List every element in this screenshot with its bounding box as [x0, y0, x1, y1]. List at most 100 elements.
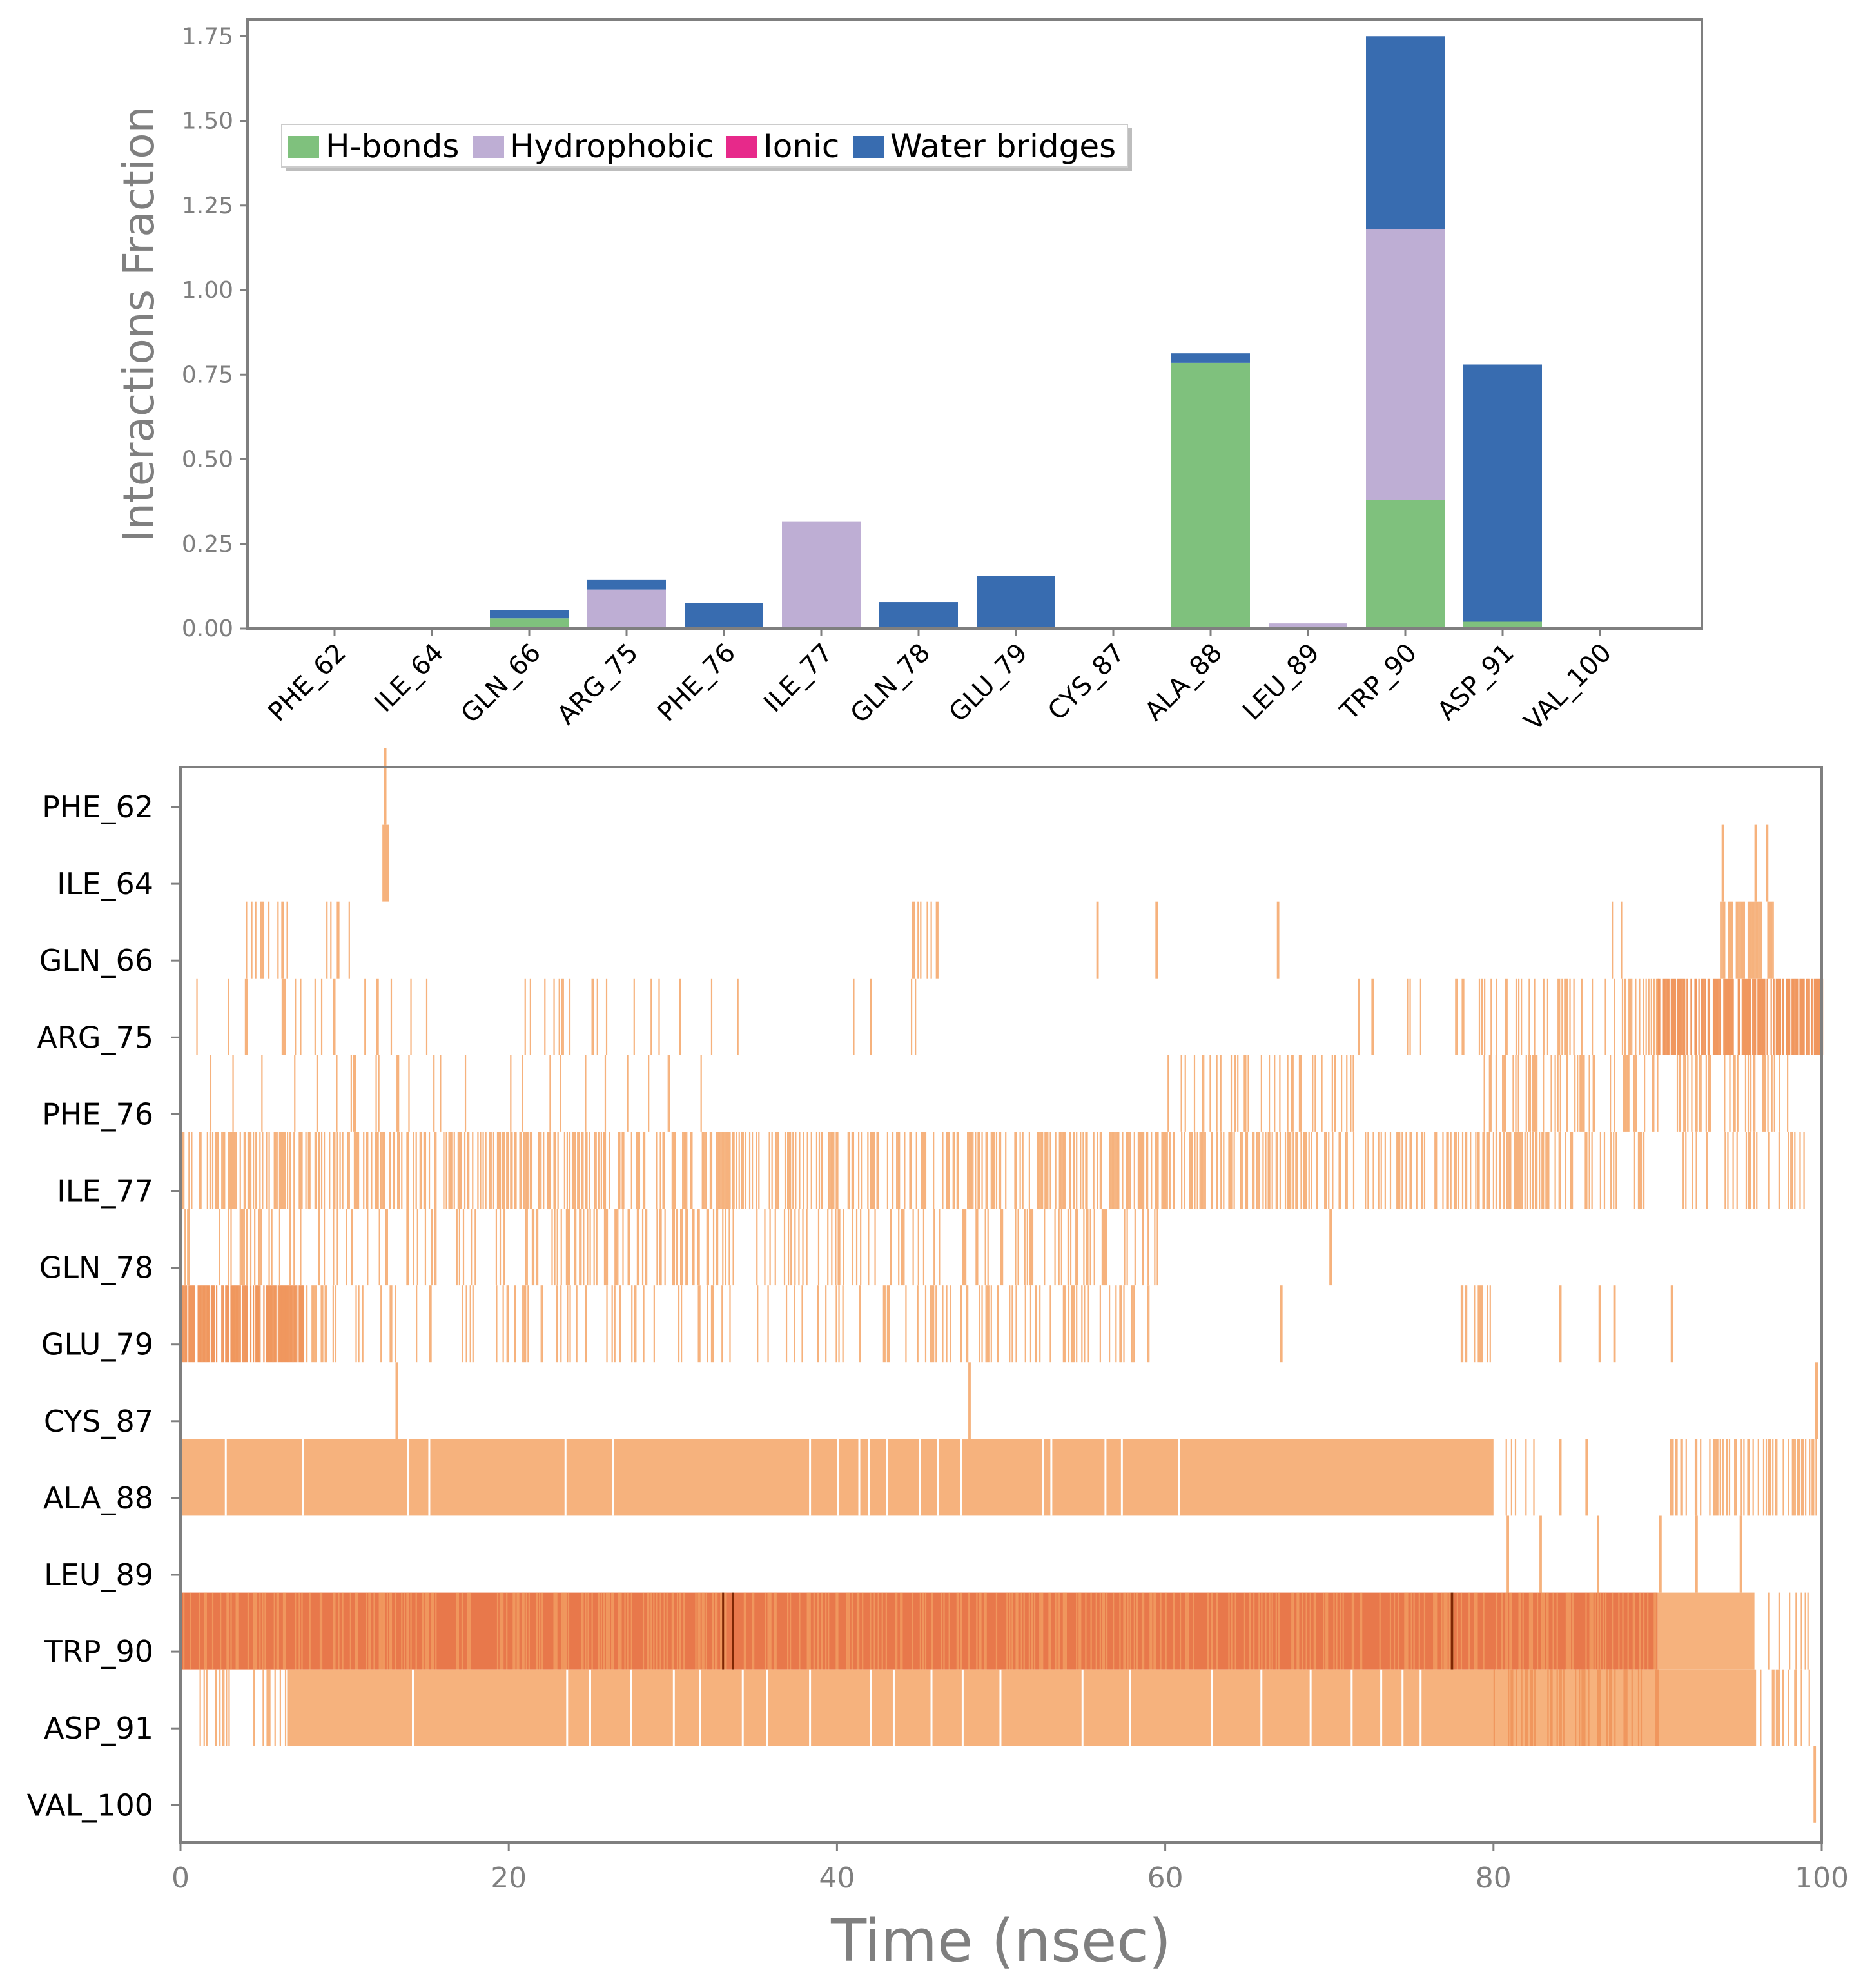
contact-frame-ile-77 — [1536, 1132, 1538, 1209]
contact-frame-arg-75 — [1665, 978, 1667, 1055]
contact-frame-trp-90 — [277, 1592, 279, 1670]
x-tick-label-ile-64: ILE_64 — [369, 638, 449, 719]
contact-gap-ala-88 — [564, 1439, 567, 1516]
contact-frame-ile-77 — [1162, 1132, 1164, 1209]
contact-frame-arg-75 — [1778, 978, 1780, 1055]
contact-frame-ile-77 — [947, 1132, 949, 1209]
contact-frame-ile-77 — [909, 1132, 911, 1209]
contact-frame-glu-79 — [1133, 1285, 1135, 1363]
contact-frame-ile-77 — [428, 1132, 431, 1209]
contact-frame-gln-78 — [769, 1209, 771, 1286]
contact-frame-gln-66 — [255, 901, 257, 979]
contact-frame-trp-90 — [1323, 1592, 1325, 1670]
contact-frame-trp-90 — [1468, 1592, 1470, 1670]
contact-frame-gln-78 — [685, 1209, 687, 1286]
contact-block-trp-90 — [1657, 1592, 1755, 1670]
contact-frame-trp-90 — [679, 1592, 681, 1670]
contact-frame-arg-75 — [561, 978, 563, 1055]
contact-frame-glu-79 — [1015, 1285, 1017, 1363]
contact-frame-phe-76 — [1747, 1055, 1750, 1132]
contact-frame-asp-91 — [203, 1669, 205, 1746]
contact-frame-arg-75 — [1789, 978, 1791, 1055]
contact-event-ala-88 — [1559, 1439, 1562, 1516]
contact-frame-ile-77 — [1046, 1132, 1048, 1209]
contact-frame-ile-77 — [1389, 1132, 1392, 1209]
contact-frame-phe-76 — [1753, 1055, 1755, 1132]
contact-frame-asp-91 — [226, 1669, 228, 1746]
contact-frame-trp-90 — [433, 1592, 434, 1670]
contact-frame-glu-79 — [1123, 1285, 1125, 1363]
contact-frame-arg-75 — [1645, 978, 1647, 1055]
contact-frame-trp-90 — [1522, 1592, 1524, 1670]
contact-frame-gln-78 — [977, 1209, 979, 1286]
contact-frame-ile-77 — [1526, 1132, 1528, 1209]
contact-frame-gln-78 — [902, 1209, 904, 1286]
contact-frame-arg-75 — [1803, 978, 1805, 1055]
contact-frame-glu-79 — [231, 1285, 233, 1363]
contact-frame-glu-79 — [1076, 1285, 1078, 1363]
contact-frame-ile-77 — [578, 1132, 580, 1209]
contact-frame-ile-77 — [1039, 1132, 1041, 1209]
contact-frame-ile-77 — [507, 1132, 509, 1209]
contact-frame-phe-76 — [1350, 1055, 1352, 1132]
contact-frame-trp-90 — [1647, 1592, 1649, 1670]
contact-frame-ile-77 — [347, 1132, 349, 1209]
contact-frame-trp-90 — [1011, 1592, 1013, 1670]
track-val-100 — [1813, 1746, 1817, 1823]
contact-frame-ile-77 — [1401, 1132, 1403, 1209]
contact-frame-asp-91 — [1551, 1669, 1553, 1746]
contact-frame-glu-79 — [192, 1285, 194, 1363]
contact-frame-gln-78 — [901, 1209, 902, 1286]
contact-frame-phe-76 — [1533, 1055, 1536, 1132]
contact-frame-glu-79 — [1147, 1285, 1149, 1363]
legend-label-water-bridges: Water bridges — [890, 128, 1116, 165]
contact-frame-gln-78 — [831, 1209, 833, 1286]
contact-frame-phe-76 — [1657, 1055, 1659, 1132]
contact-frame-trp-90 — [1456, 1592, 1458, 1670]
contact-frame-phe-76 — [1763, 1055, 1765, 1132]
contact-frame-arg-75 — [1666, 978, 1668, 1055]
contact-frame-arg-75 — [679, 978, 681, 1055]
contact-frame-ile-77 — [234, 1132, 236, 1209]
contact-frame-trp-90 — [255, 1592, 257, 1670]
contact-frame-ile-77 — [729, 1132, 731, 1209]
contact-frame-gln-78 — [1030, 1209, 1033, 1286]
contact-frame-glu-79 — [289, 1285, 291, 1363]
contact-frame-trp-90 — [979, 1592, 980, 1670]
contact-frame-ile-77 — [255, 1132, 257, 1209]
contact-frame-gln-78 — [617, 1209, 619, 1286]
contact-frame-phe-76 — [1512, 1055, 1514, 1132]
contact-frame-glu-79 — [322, 1285, 324, 1363]
contact-frame-ile-77 — [1305, 1132, 1307, 1209]
contact-frame-gln-66 — [930, 901, 932, 979]
contact-frame-phe-76 — [1483, 1055, 1485, 1132]
contact-frame-ile-77 — [720, 1132, 722, 1209]
contact-frame-arg-75 — [1630, 978, 1632, 1055]
timeline-x-axis: 0 20 40 60 80 100 — [171, 1842, 1849, 1895]
contact-frame-gln-78 — [656, 1209, 658, 1286]
contact-frame-glu-79 — [653, 1285, 655, 1363]
contact-frame-ile-77 — [1271, 1132, 1273, 1209]
contact-frame-glu-79 — [206, 1285, 208, 1363]
contact-frame-trp-90 — [273, 1592, 275, 1670]
contact-frame-ile-77 — [732, 1132, 734, 1209]
contact-frame-gln-78 — [1154, 1209, 1156, 1286]
contact-frame-ile-77 — [1164, 1132, 1165, 1209]
contact-frame-ile-77 — [511, 1132, 513, 1209]
contact-frame-arg-75 — [1748, 978, 1750, 1055]
contact-frame-trp-90 — [528, 1592, 530, 1670]
contact-frame-trp-90 — [808, 1592, 810, 1670]
contact-frame-trp-90 — [768, 1592, 770, 1670]
contact-frame-gln-66 — [1768, 901, 1770, 979]
contact-event-trp-90 — [722, 1592, 725, 1670]
contact-frame-ile-77 — [519, 1132, 521, 1209]
contact-frame-gln-78 — [629, 1209, 630, 1286]
contact-frame-gln-78 — [318, 1209, 320, 1286]
contact-gap-ala-88 — [919, 1439, 921, 1516]
track-gln-66 — [246, 901, 1774, 979]
legend-swatch-water-bridges — [853, 136, 884, 158]
contact-frame-gln-78 — [963, 1209, 966, 1286]
contact-gap-ala-88 — [809, 1439, 812, 1516]
contact-frame-trp-90 — [1653, 1592, 1655, 1670]
contact-frame-gln-78 — [1000, 1209, 1002, 1286]
